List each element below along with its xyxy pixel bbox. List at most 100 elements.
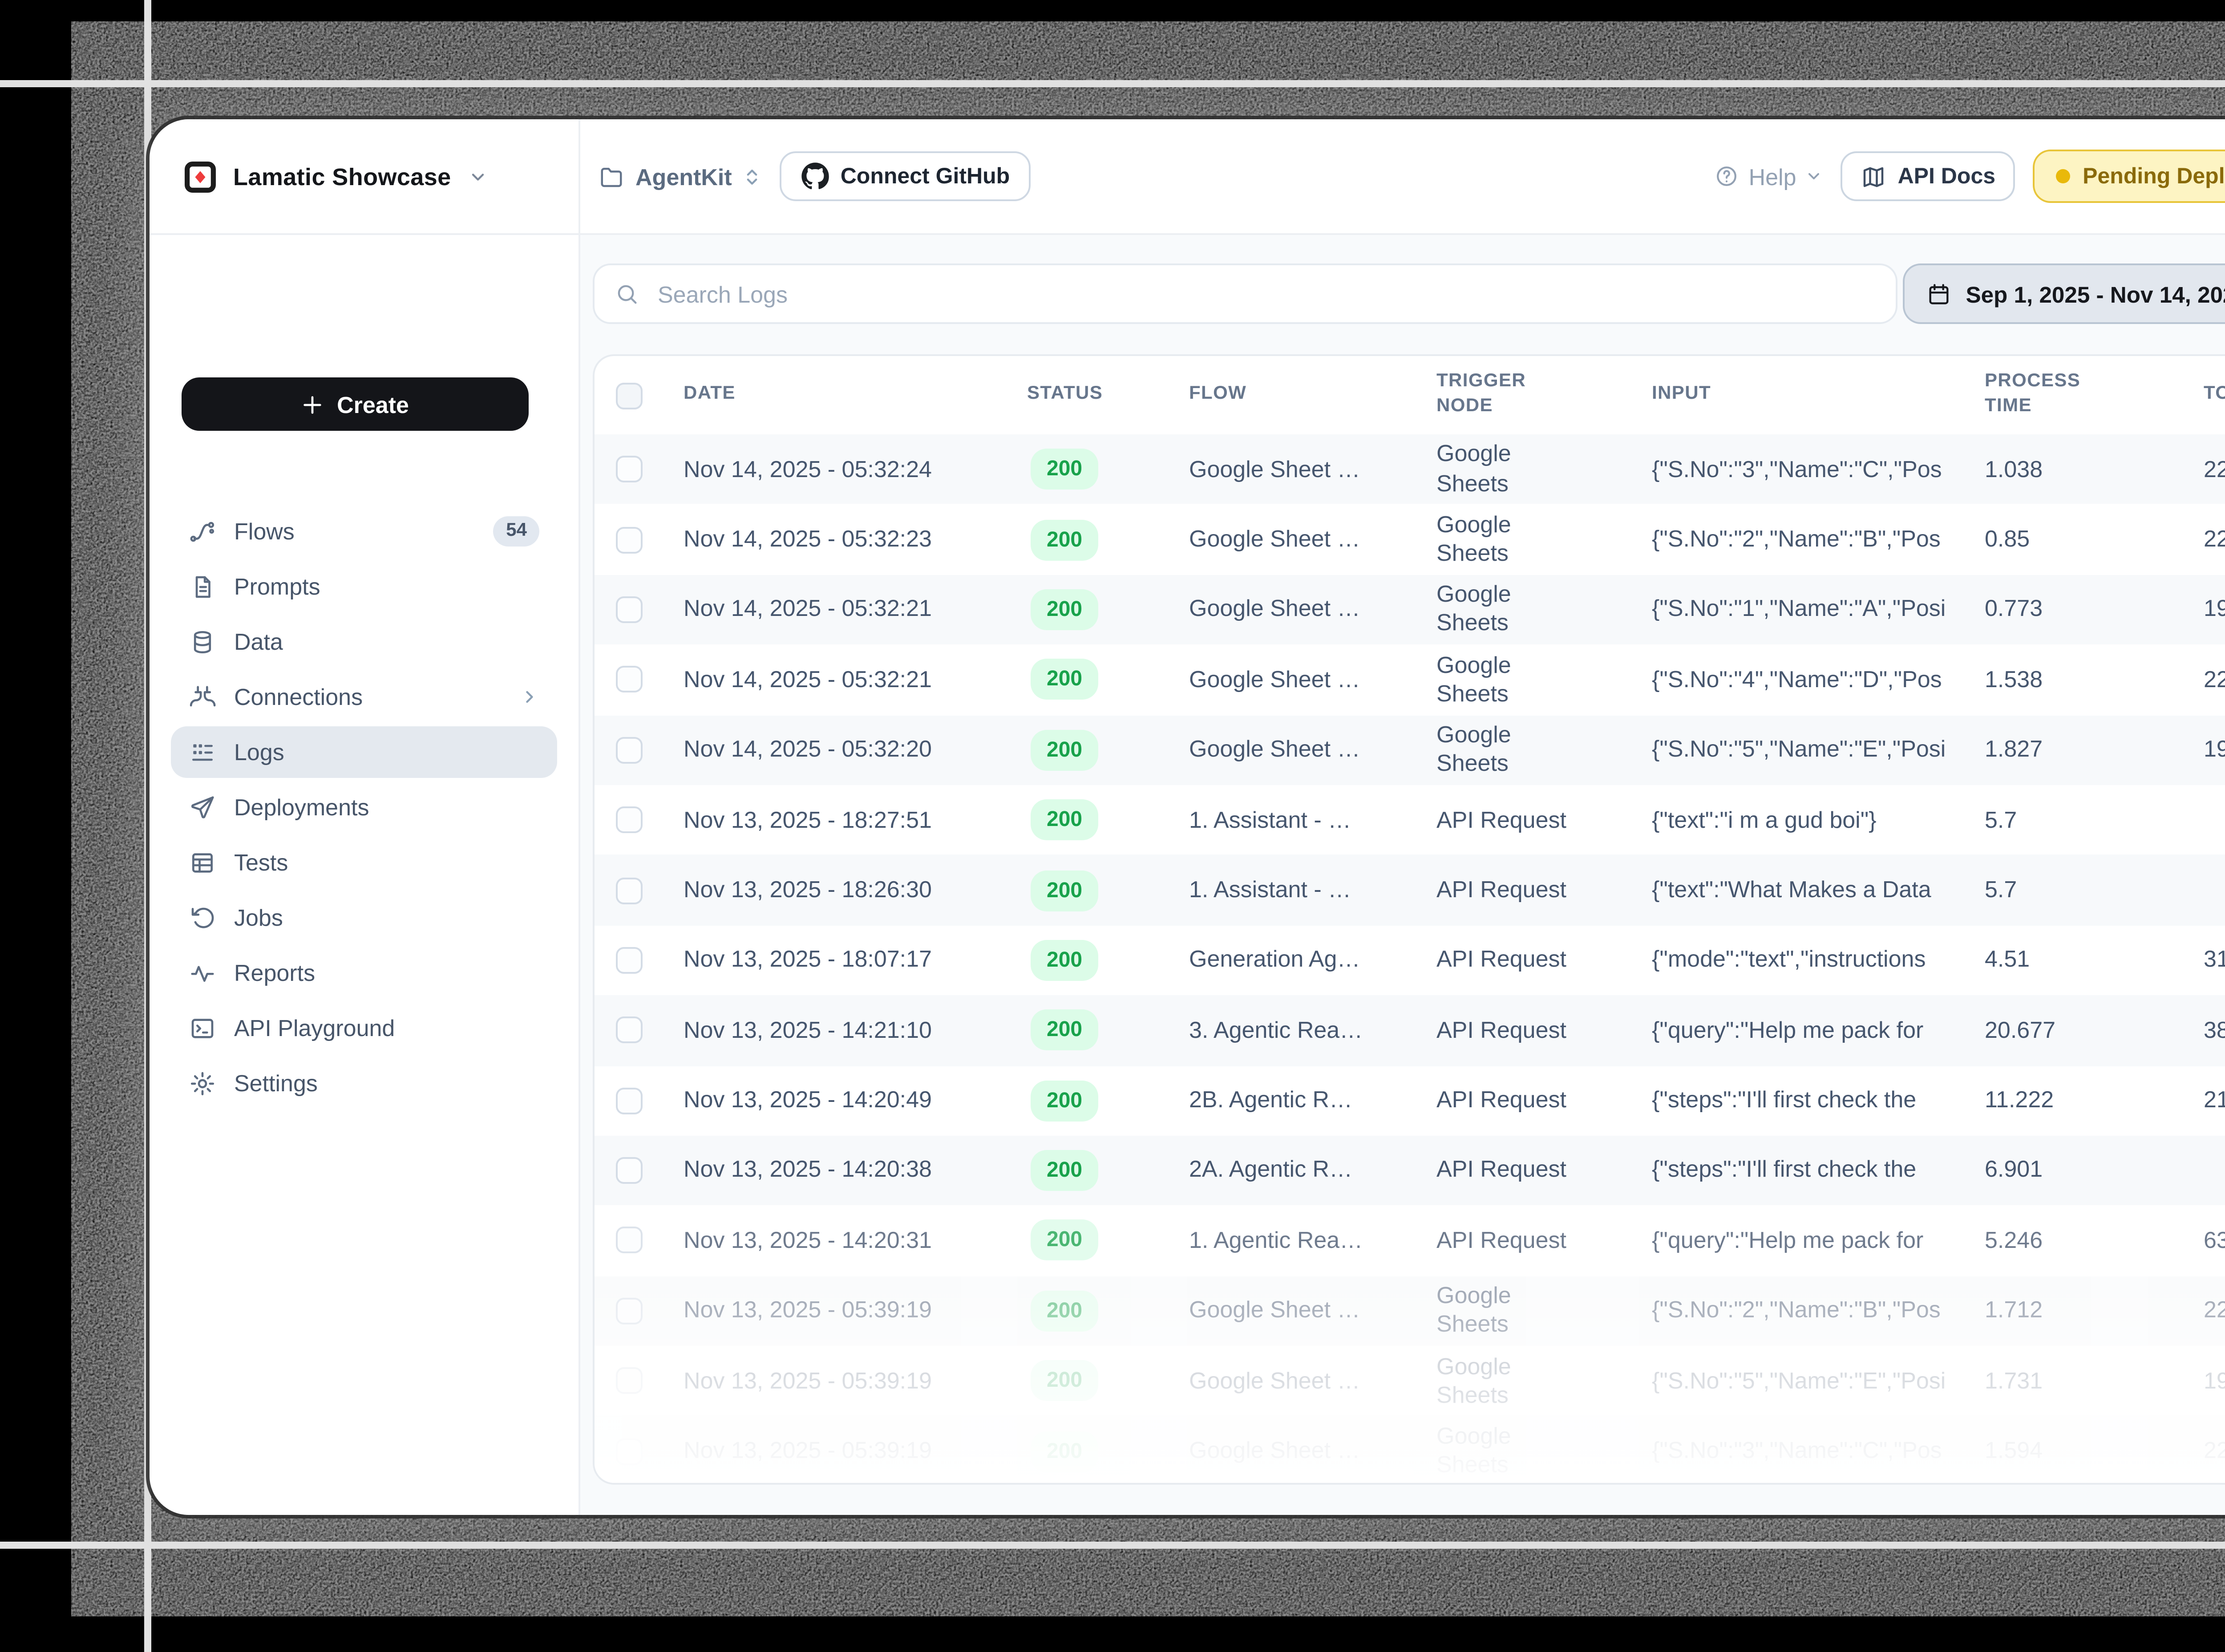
lamatic-logo-icon (185, 161, 216, 192)
cell-input: {"S.No":"3","Name":"C","Pos (1652, 1437, 1942, 1464)
status-badge: 200 (1031, 799, 1099, 841)
workspace-name: Lamatic Showcase (233, 163, 451, 190)
cell-status: 200 (1006, 799, 1168, 841)
sidebar-item-deployments[interactable]: Deployments (171, 781, 557, 833)
table-row[interactable]: Nov 13, 2025 - 18:26:30 200 1. Assistant… (595, 855, 2225, 925)
cell-date: Nov 13, 2025 - 18:27:51 (684, 806, 932, 833)
cell-input: {"text":"What Makes a Data (1652, 875, 1931, 903)
api-docs-label: API Docs (1897, 164, 1996, 189)
cell-process-time: 4.51 (1985, 946, 2030, 973)
cell-input: {"S.No":"3","Name":"C","Pos (1652, 455, 1942, 482)
row-checkbox[interactable] (615, 1437, 642, 1465)
pending-deployments-pill[interactable]: Pending Deployments Deploy (2033, 150, 2225, 203)
sidebar-item-logs[interactable]: Logs (171, 725, 557, 778)
column-header-flow: FLOW (1189, 383, 1247, 405)
cell-tokens: 22 (2204, 665, 2225, 692)
cell-input: {"S.No":"5","Name":"E","Posi (1652, 1366, 1946, 1393)
sidebar-item-flows[interactable]: Flows 54 (171, 505, 557, 557)
cell-status: 200 (1006, 589, 1168, 630)
row-checkbox[interactable] (615, 1297, 642, 1324)
row-checkbox[interactable] (615, 526, 642, 553)
table-row[interactable]: Nov 14, 2025 - 05:32:24 200 Google Sheet… (595, 434, 2225, 505)
row-checkbox[interactable] (615, 456, 642, 483)
select-all-checkbox[interactable] (615, 382, 642, 409)
table-row[interactable]: Nov 14, 2025 - 05:32:20 200 Google Sheet… (595, 715, 2225, 785)
row-checkbox[interactable] (615, 1157, 642, 1184)
row-checkbox[interactable] (615, 1227, 642, 1254)
row-checkbox[interactable] (615, 666, 642, 693)
sidebar-item-api-playground[interactable]: API Playground (171, 1001, 557, 1054)
table-row[interactable]: Nov 14, 2025 - 05:32:21 200 Google Sheet… (595, 645, 2225, 715)
sidebar-item-data[interactable]: Data (171, 615, 557, 668)
column-header-date: DATE (684, 383, 736, 405)
cell-process-time: 1.712 (1985, 1296, 2043, 1323)
cell-status: 200 (1006, 1360, 1168, 1402)
chevron-down-icon (1808, 173, 1820, 179)
cell-tokens: 19 (2204, 1366, 2225, 1393)
project-select[interactable]: AgentKit (598, 163, 762, 190)
logs-icon (189, 738, 216, 765)
cell-trigger-node: Google Sheets (1436, 580, 1511, 636)
cell-input: {"S.No":"5","Name":"E","Posi (1652, 735, 1946, 762)
date-range-button[interactable]: Sep 1, 2025 - Nov 14, 2025 (1902, 263, 2225, 324)
row-checkbox[interactable] (615, 806, 642, 834)
cell-status: 200 (1006, 449, 1168, 490)
search-input[interactable] (654, 279, 1876, 309)
pending-dot-icon (2056, 169, 2071, 183)
workspace-switcher[interactable]: Lamatic Showcase (150, 119, 580, 235)
table-row[interactable]: Nov 14, 2025 - 05:32:23 200 Google Sheet… (595, 505, 2225, 575)
table-row[interactable]: Nov 13, 2025 - 14:20:49 200 2B. Agentic … (595, 1065, 2225, 1136)
sidebar-item-settings[interactable]: Settings (171, 1057, 557, 1109)
cell-date: Nov 13, 2025 - 05:39:19 (684, 1437, 932, 1464)
sidebar-item-reports[interactable]: Reports (171, 946, 557, 999)
search-box[interactable] (593, 263, 1897, 324)
table-row[interactable]: Nov 13, 2025 - 05:39:19 200 Google Sheet… (595, 1275, 2225, 1346)
status-badge: 200 (1031, 1010, 1099, 1051)
github-icon (802, 162, 829, 190)
calendar-icon (1926, 281, 1951, 307)
cell-trigger-node: Google Sheets (1436, 1282, 1511, 1338)
cell-status: 200 (1006, 659, 1168, 700)
cell-date: Nov 13, 2025 - 05:39:19 (684, 1366, 932, 1393)
sidebar-item-jobs[interactable]: Jobs (171, 891, 557, 943)
cell-date: Nov 13, 2025 - 14:20:31 (684, 1226, 932, 1253)
table-row[interactable]: Nov 13, 2025 - 05:39:19 200 Google Sheet… (595, 1416, 2225, 1483)
table-row[interactable]: Nov 13, 2025 - 18:07:17 200 Generation A… (595, 925, 2225, 996)
cell-status: 200 (1006, 1010, 1168, 1051)
cell-status: 200 (1006, 1150, 1168, 1191)
row-checkbox[interactable] (615, 1017, 642, 1044)
main-content: Sep 1, 2025 - Nov 14, 2025 1 DATE STATU (580, 235, 2225, 1515)
table-row[interactable]: Nov 14, 2025 - 05:32:21 200 Google Sheet… (595, 575, 2225, 645)
cell-date: Nov 14, 2025 - 05:32:23 (684, 525, 932, 552)
table-row[interactable]: Nov 13, 2025 - 14:20:38 200 2A. Agentic … (595, 1135, 2225, 1206)
table-row[interactable]: Nov 13, 2025 - 05:39:19 200 Google Sheet… (595, 1346, 2225, 1416)
cell-status: 200 (1006, 870, 1168, 911)
cell-status: 200 (1006, 1220, 1168, 1261)
row-checkbox[interactable] (615, 1087, 642, 1114)
row-checkbox[interactable] (615, 877, 642, 904)
help-menu[interactable]: Help (1715, 163, 1823, 190)
sidebar-item-label: Prompts (234, 573, 320, 599)
cell-flow: 1. Agentic Rea… (1189, 1226, 1363, 1253)
cell-trigger-node: API Request (1436, 1156, 1566, 1183)
row-checkbox[interactable] (615, 947, 642, 974)
row-checkbox[interactable] (615, 596, 642, 623)
cell-input: {"S.No":"1","Name":"A","Posi (1652, 595, 1946, 622)
row-checkbox[interactable] (615, 1368, 642, 1395)
sidebar-item-prompts[interactable]: Prompts (171, 560, 557, 612)
sidebar-item-label: Connections (234, 683, 363, 710)
cell-date: Nov 14, 2025 - 05:32:24 (684, 455, 932, 482)
table-row[interactable]: Nov 13, 2025 - 14:20:31 200 1. Agentic R… (595, 1206, 2225, 1276)
create-button[interactable]: Create (182, 377, 529, 431)
table-row[interactable]: Nov 13, 2025 - 14:21:10 200 3. Agentic R… (595, 995, 2225, 1066)
cell-trigger-node: API Request (1436, 1016, 1566, 1043)
sidebar-item-label: Settings (234, 1069, 318, 1096)
sidebar-item-tests[interactable]: Tests (171, 836, 557, 888)
connect-github-button[interactable]: Connect GitHub (780, 151, 1032, 201)
row-checkbox[interactable] (615, 737, 642, 763)
table-row[interactable]: Nov 13, 2025 - 18:27:51 200 1. Assistant… (595, 785, 2225, 855)
data-icon (189, 628, 216, 655)
api-docs-button[interactable]: API Docs (1841, 151, 2015, 201)
cell-status: 200 (1006, 519, 1168, 560)
sidebar-item-connections[interactable]: Connections (171, 670, 557, 723)
